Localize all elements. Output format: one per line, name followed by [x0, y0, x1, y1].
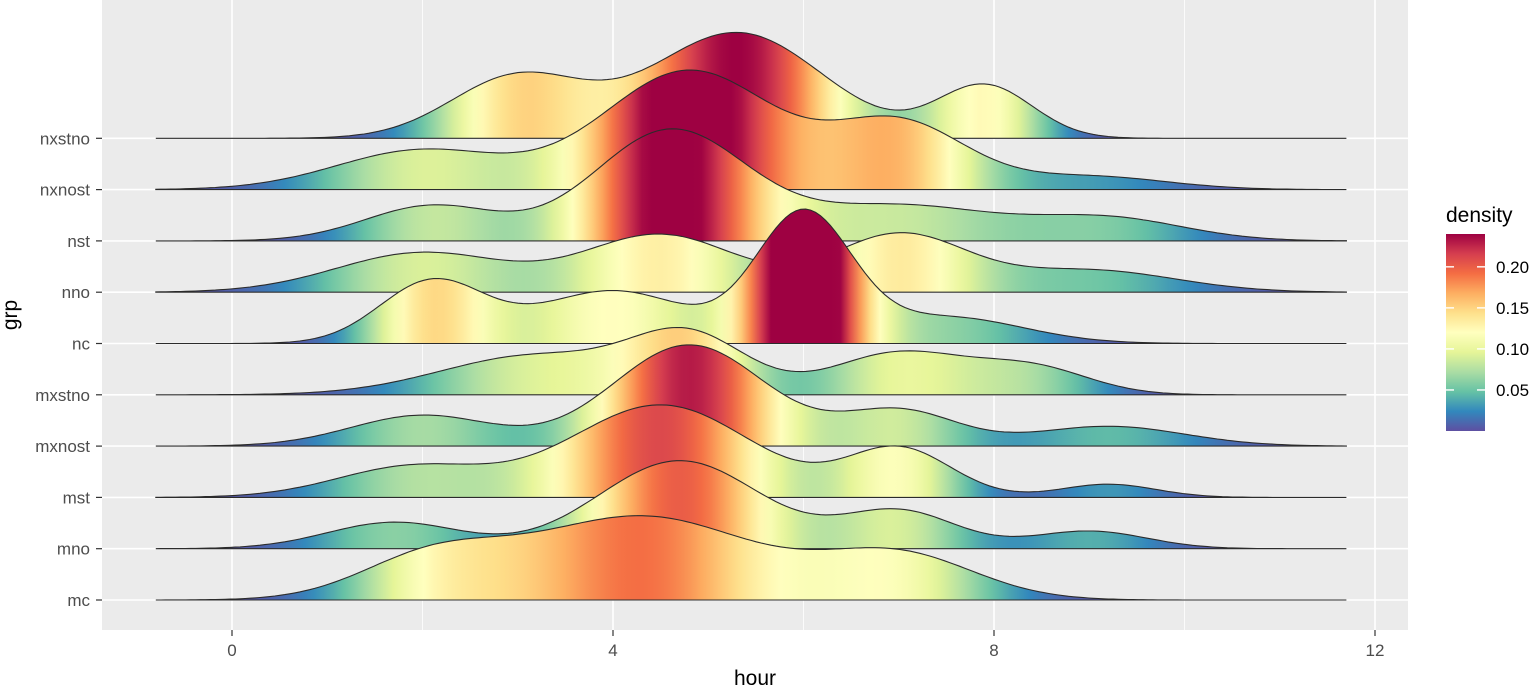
ridge-mc [155, 515, 1347, 601]
x-axis: 0 4 8 12 [227, 630, 1384, 660]
x-axis-title: hour [734, 667, 776, 688]
y-tick-label: nno [62, 283, 90, 302]
y-tick-label: nc [72, 335, 90, 354]
ridge-nst [155, 128, 1347, 242]
legend: density 0.20 0.15 0.10 0.05 [1446, 204, 1529, 431]
ridge-nxnost [155, 69, 1347, 191]
ridge-mxnost [155, 344, 1347, 447]
ridge-mst [155, 404, 1347, 498]
x-tick-label: 0 [227, 641, 236, 660]
ridge-nc [155, 208, 1347, 345]
ridges [155, 31, 1347, 601]
y-tick-label: nxnost [40, 181, 90, 200]
legend-label: 0.20 [1496, 258, 1529, 277]
legend-title: density [1446, 204, 1513, 227]
legend-label: 0.05 [1496, 381, 1529, 400]
y-tick-label: mc [67, 591, 90, 610]
legend-label: 0.10 [1496, 340, 1529, 359]
y-axis-title: grp [0, 300, 22, 330]
y-tick-label: nst [67, 232, 90, 251]
legend-ticks: 0.20 0.15 0.10 0.05 [1446, 258, 1529, 400]
y-tick-label: mxnost [35, 437, 90, 456]
y-tick-label: mst [63, 488, 91, 507]
ridge-mno [155, 460, 1347, 550]
y-tick-label: mxstno [35, 386, 90, 405]
legend-label: 0.15 [1496, 299, 1529, 318]
ridge-mxstno [155, 326, 1347, 396]
y-tick-label: mno [57, 540, 90, 559]
x-tick-label: 12 [1366, 641, 1385, 660]
ridge-nxstno [155, 31, 1347, 139]
y-axis: mc mno mst mxnost mxstno nc nno nst nxnost nxstno [35, 129, 102, 610]
x-tick-label: 8 [989, 641, 998, 660]
legend-colorbar [1446, 234, 1485, 431]
y-tick-label: nxstno [40, 129, 90, 148]
x-tick-label: 4 [608, 641, 617, 660]
